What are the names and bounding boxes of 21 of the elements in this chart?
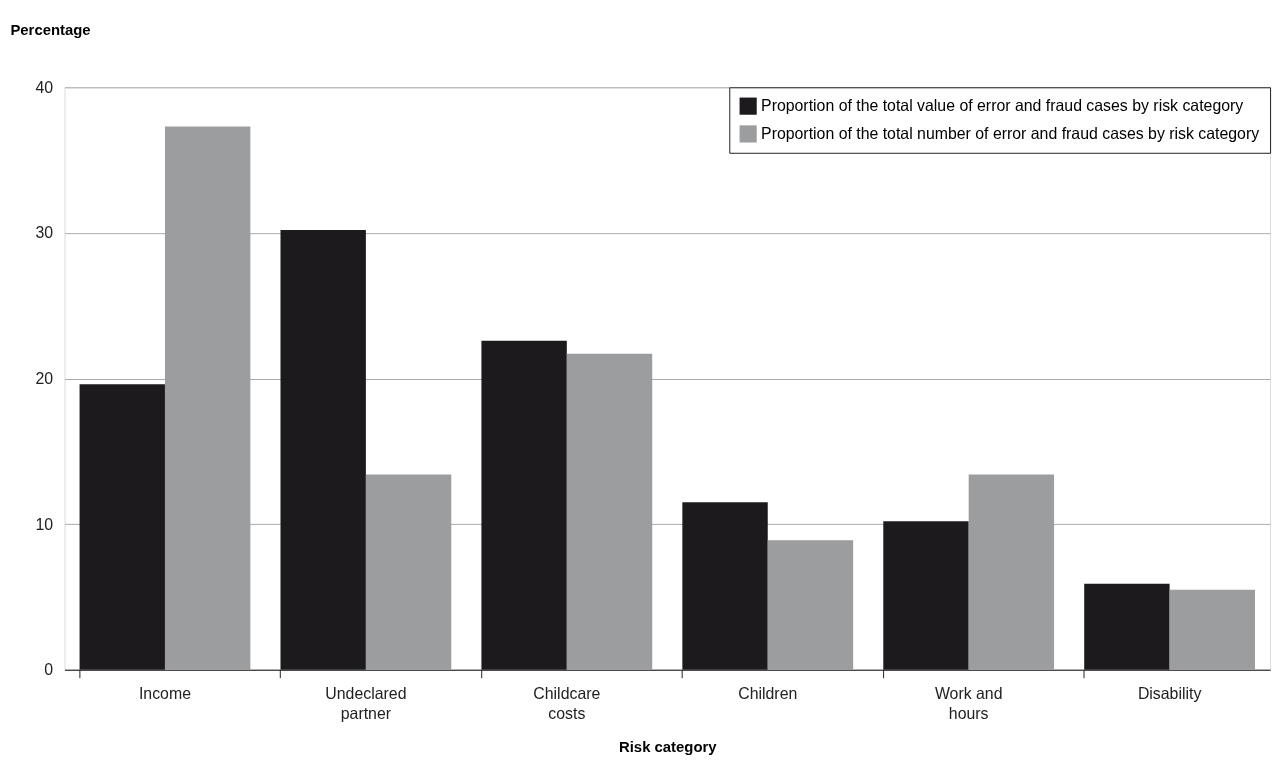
bar [968, 474, 1055, 670]
x-tick-label: Childcare costs [533, 685, 601, 722]
legend-label: Proportion of the total value of error and fraud cases by risk category [761, 97, 1244, 115]
bar [164, 126, 251, 670]
bar [365, 474, 452, 670]
y-axis-title: Percentage [10, 22, 91, 39]
x-tick-label: Children [738, 685, 798, 703]
x-tick-label: Work and hours [934, 685, 1003, 722]
x-tick-label: Undeclared partner [325, 685, 407, 722]
legend-label: Proportion of the total number of error and fraud cases by risk category [761, 124, 1260, 142]
y-tick-label: 0 [44, 661, 54, 679]
x-tick-label: Disability [1137, 685, 1202, 703]
y-tick-label: 30 [35, 224, 54, 242]
bar [767, 540, 854, 670]
x-tick-label: Income [138, 685, 192, 703]
y-tick-label: 40 [35, 78, 54, 96]
y-tick-label: 20 [35, 369, 54, 387]
bar [1169, 589, 1255, 670]
x-axis-title: Risk category [619, 738, 718, 755]
bar [566, 353, 653, 670]
y-tick-label: 10 [35, 515, 54, 533]
